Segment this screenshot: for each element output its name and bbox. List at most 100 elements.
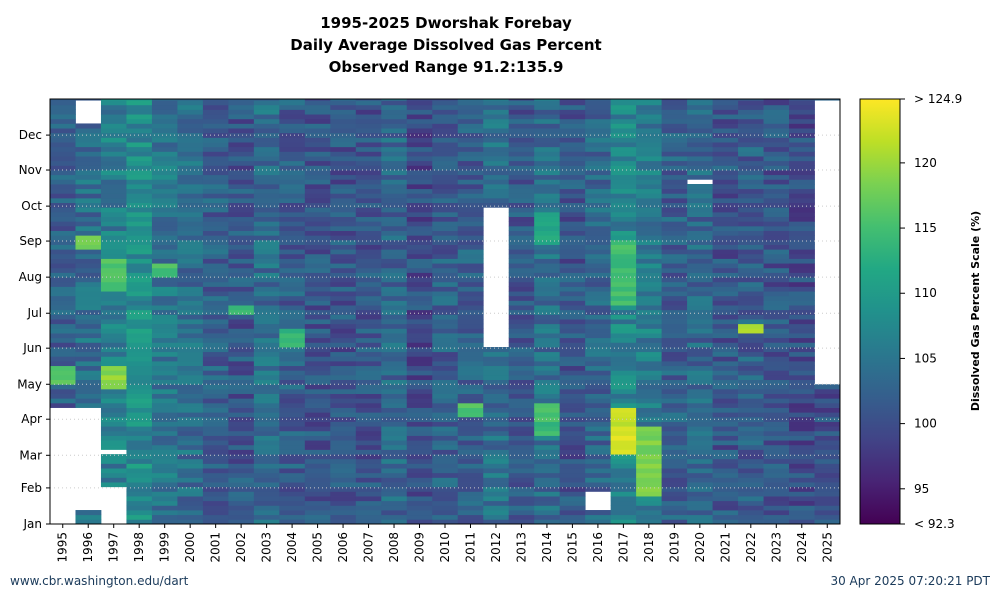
heatmap-cell — [279, 412, 306, 418]
heatmap-cell — [279, 482, 306, 488]
heatmap-cell — [355, 225, 382, 231]
heatmap-cell — [279, 333, 306, 339]
heatmap-cell — [177, 258, 204, 264]
heatmap-cell — [330, 295, 357, 301]
heatmap-cell — [687, 440, 713, 446]
heatmap-cell — [534, 277, 561, 283]
heatmap-cell — [151, 309, 178, 315]
x-tick-label: 2024 — [795, 532, 809, 563]
heatmap-cell — [406, 291, 433, 297]
heatmap-cell — [559, 398, 586, 404]
heatmap-cell — [177, 160, 204, 166]
heatmap-cell — [457, 407, 484, 413]
heatmap-cell — [406, 416, 433, 422]
heatmap-cell — [661, 104, 688, 110]
heatmap-cell — [508, 137, 535, 143]
heatmap-cell — [228, 365, 255, 371]
heatmap-cell — [585, 114, 612, 120]
heatmap-cell — [585, 351, 612, 357]
heatmap-cell — [100, 314, 127, 320]
heatmap-cell — [763, 393, 790, 399]
heatmap-cell — [457, 277, 484, 283]
heatmap-cell — [50, 100, 76, 106]
heatmap-cell — [432, 514, 459, 520]
heatmap-cell — [610, 347, 637, 353]
heatmap-cell — [432, 347, 459, 353]
heatmap-cell — [355, 319, 382, 325]
heatmap-cell — [355, 370, 382, 376]
heatmap-cell — [304, 104, 331, 110]
heatmap-cell — [585, 444, 612, 450]
heatmap-cell — [559, 258, 586, 264]
heatmap-cell — [738, 356, 764, 362]
heatmap-cell — [355, 412, 382, 418]
heatmap-cell — [610, 440, 637, 446]
heatmap-cell — [534, 374, 561, 381]
heatmap-cell — [712, 300, 739, 306]
heatmap-cell — [50, 365, 76, 371]
colorbar-tick-label: < 92.3 — [914, 517, 955, 531]
heatmap-cell — [177, 263, 204, 269]
x-tick-label: 2000 — [183, 532, 197, 563]
heatmap-cell — [610, 142, 637, 148]
heatmap-cell — [763, 407, 790, 413]
heatmap-cell — [50, 230, 76, 236]
heatmap-cell — [483, 104, 510, 110]
heatmap-cell — [687, 510, 713, 516]
heatmap-cell — [50, 137, 76, 143]
heatmap-cell — [355, 142, 382, 148]
heatmap-cell — [406, 514, 433, 520]
heatmap-cell — [406, 184, 433, 190]
heatmap-cell — [330, 123, 357, 129]
heatmap-cell — [687, 449, 713, 455]
heatmap-cell — [202, 388, 229, 394]
heatmap-cell — [483, 128, 510, 134]
heatmap-cell — [789, 388, 815, 394]
heatmap-cell — [330, 402, 357, 408]
heatmap-cell — [712, 305, 739, 311]
heatmap-cell — [661, 393, 688, 399]
heatmap-cell — [177, 244, 204, 250]
heatmap-cell — [610, 360, 637, 367]
heatmap-cell — [151, 328, 178, 334]
heatmap-cell — [406, 496, 433, 502]
heatmap-cell — [687, 225, 713, 231]
heatmap-cell — [457, 328, 484, 334]
colorbar — [859, 98, 901, 525]
heatmap-cell — [559, 328, 586, 334]
heatmap-cell — [712, 412, 739, 418]
heatmap-cell — [330, 388, 357, 394]
heatmap-cell — [50, 99, 76, 101]
heatmap-cell — [687, 328, 713, 334]
heatmap-cell — [177, 179, 204, 185]
heatmap-cell — [100, 388, 127, 394]
heatmap-cell — [661, 300, 688, 306]
heatmap-cell — [610, 202, 637, 208]
heatmap-cell — [763, 319, 790, 325]
heatmap-cell — [712, 356, 739, 362]
heatmap-cell — [279, 258, 306, 264]
heatmap-cell — [661, 309, 688, 315]
heatmap-cell — [636, 174, 663, 180]
heatmap-cell — [457, 211, 484, 218]
heatmap-cell — [585, 211, 612, 218]
heatmap-cell — [126, 416, 153, 422]
heatmap-cell — [50, 347, 76, 353]
heatmap-cell — [432, 388, 459, 394]
heatmap-cell — [177, 123, 204, 129]
heatmap-cell — [789, 510, 815, 516]
heatmap-cell — [381, 514, 408, 520]
heatmap-cell — [738, 402, 764, 408]
heatmap-cell — [559, 281, 586, 287]
heatmap-cell — [661, 239, 688, 245]
heatmap-cell — [228, 225, 255, 231]
colorbar-tick-label: 100 — [914, 417, 937, 431]
heatmap-cell — [50, 295, 76, 301]
heatmap-cell — [432, 384, 459, 390]
heatmap-cell — [202, 407, 229, 413]
heatmap-cell — [406, 160, 433, 166]
heatmap-cell — [738, 207, 764, 213]
heatmap-cell — [763, 323, 790, 329]
heatmap-cell — [789, 384, 815, 390]
heatmap-cell — [814, 99, 841, 101]
